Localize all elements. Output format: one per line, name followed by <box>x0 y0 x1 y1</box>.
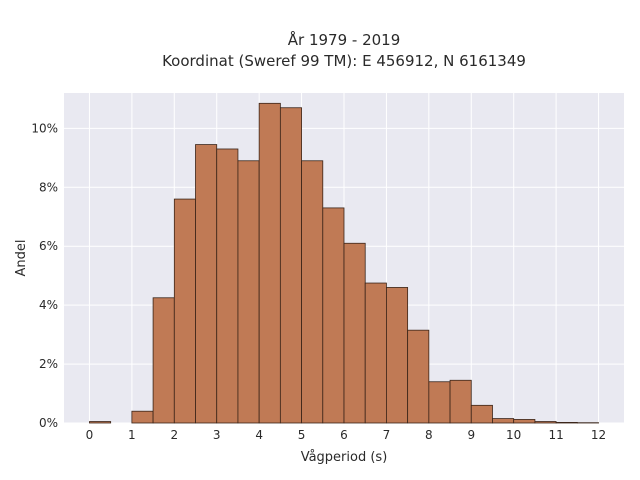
histogram-bar <box>195 144 218 424</box>
histogram-bar <box>173 198 196 424</box>
x-tick-label: 6 <box>340 428 348 442</box>
histogram-bar <box>492 418 515 424</box>
y-axis-ticks: 0% 2% 4% 6% 8% 10% <box>31 121 58 430</box>
histogram-bar <box>216 148 239 424</box>
histogram-bar <box>322 207 345 424</box>
histogram-bar <box>513 419 536 424</box>
histogram-bar <box>237 160 260 424</box>
histogram-bar <box>428 381 451 424</box>
histogram-bar <box>131 410 154 424</box>
x-tick-label: 7 <box>383 428 391 442</box>
x-tick-label: 3 <box>213 428 221 442</box>
x-axis-title: Vågperiod (s) <box>301 450 388 465</box>
histogram-bar <box>449 379 472 424</box>
chart-title-line-1: År 1979 - 2019 <box>288 30 401 49</box>
x-tick-label: 11 <box>548 428 563 442</box>
histogram-bar <box>343 242 366 424</box>
histogram-bar <box>89 421 112 424</box>
histogram-bar <box>364 282 387 424</box>
x-tick-label: 4 <box>255 428 263 442</box>
histogram-bar <box>386 287 409 424</box>
x-tick-label: 2 <box>170 428 178 442</box>
chart-title-line-2: Koordinat (Sweref 99 TM): E 456912, N 61… <box>162 52 526 70</box>
x-tick-label: 8 <box>425 428 433 442</box>
histogram-bar <box>407 329 430 424</box>
histogram-bar <box>534 421 557 424</box>
histogram-bar <box>258 102 281 424</box>
histogram-bar <box>470 404 493 424</box>
histogram-bar <box>279 107 302 424</box>
y-tick-label: 10% <box>31 121 58 135</box>
y-tick-label: 4% <box>39 298 58 312</box>
x-axis-ticks: 0 1 2 3 4 5 6 7 8 9 10 11 12 <box>86 428 607 442</box>
histogram-bar <box>152 297 175 424</box>
y-axis-title: Andel <box>14 240 29 277</box>
y-tick-label: 0% <box>39 416 58 430</box>
x-tick-label: 9 <box>467 428 475 442</box>
x-tick-label: 5 <box>298 428 306 442</box>
x-tick-label: 1 <box>128 428 136 442</box>
histogram-bar <box>301 160 324 424</box>
x-tick-label: 12 <box>591 428 606 442</box>
y-tick-label: 2% <box>39 357 58 371</box>
histogram-bars <box>89 102 599 424</box>
y-tick-label: 8% <box>39 180 58 194</box>
x-tick-label: 0 <box>86 428 94 442</box>
x-tick-label: 10 <box>506 428 521 442</box>
y-tick-label: 6% <box>39 239 58 253</box>
histogram-bar <box>555 422 578 424</box>
